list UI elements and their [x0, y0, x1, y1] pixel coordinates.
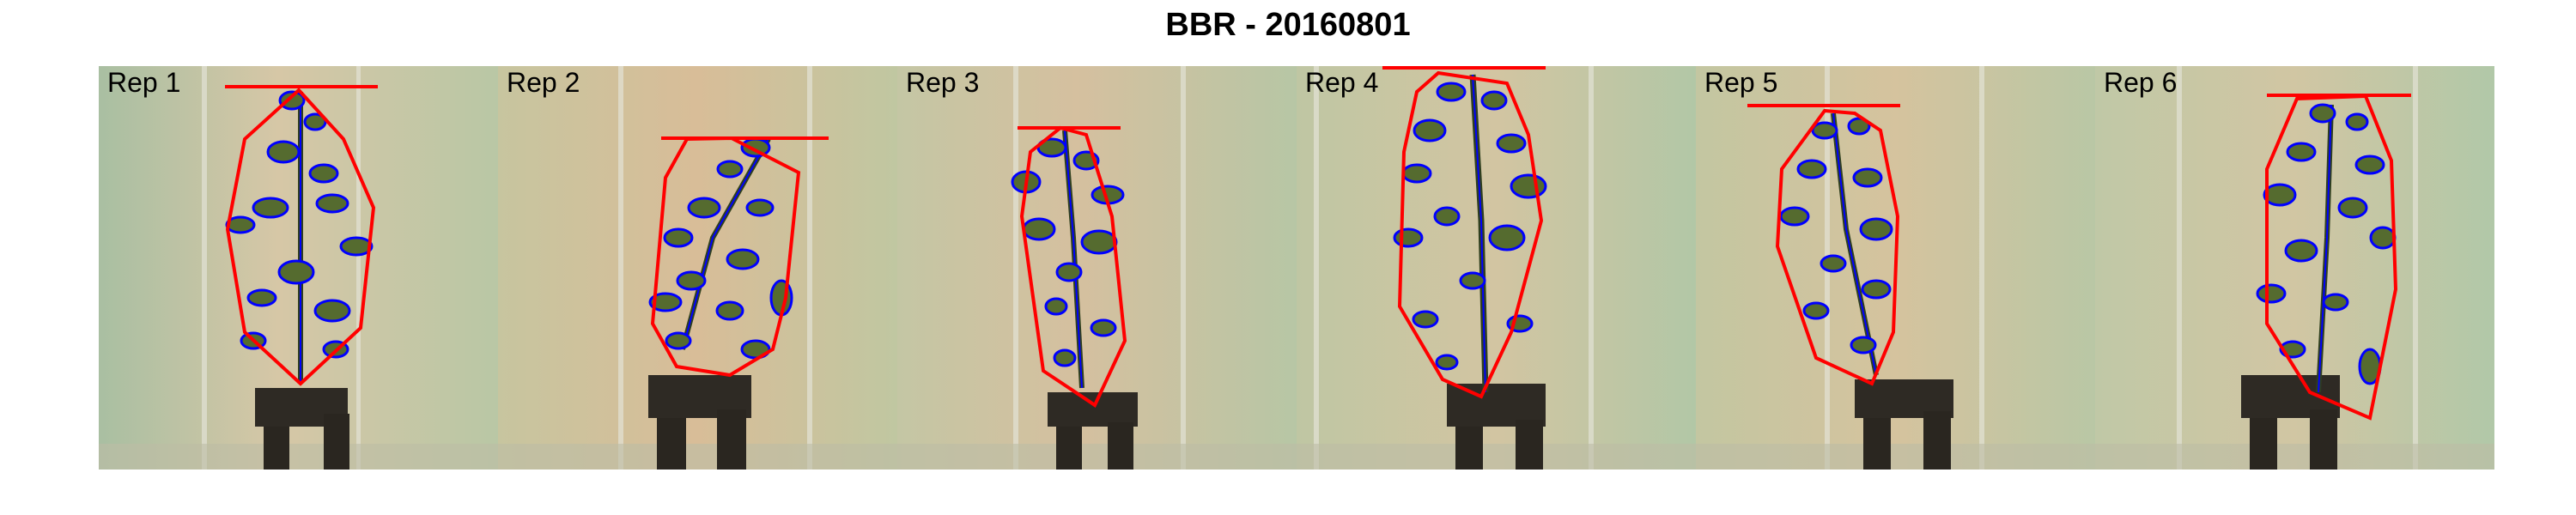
rep-label: Rep 4	[1305, 67, 1379, 98]
panel-rep-6: Rep 6	[2095, 66, 2494, 470]
plant-image-rep-5	[1696, 66, 2095, 470]
panel-rep-4: Rep 4	[1297, 66, 1696, 470]
panel-rep-1: Rep 1	[99, 66, 498, 470]
rep-label: Rep 3	[906, 67, 980, 98]
rep-label: Rep 5	[1704, 67, 1778, 98]
plant-image-rep-1	[99, 66, 498, 470]
plant-image-rep-6	[2095, 66, 2494, 470]
image-strip: Rep 1	[99, 66, 2494, 470]
rep-label: Rep 1	[107, 67, 181, 98]
panel-rep-3: Rep 3	[897, 66, 1297, 470]
plant-image-rep-3	[897, 66, 1297, 470]
plant-image-rep-2	[498, 66, 897, 470]
panel-rep-2: Rep 2	[498, 66, 897, 470]
plant-image-rep-4	[1297, 66, 1696, 470]
rep-label: Rep 2	[507, 67, 580, 98]
figure-title: BBR - 20160801	[1165, 7, 1411, 43]
panel-rep-5: Rep 5	[1696, 66, 2095, 470]
rep-label: Rep 6	[2104, 67, 2178, 98]
